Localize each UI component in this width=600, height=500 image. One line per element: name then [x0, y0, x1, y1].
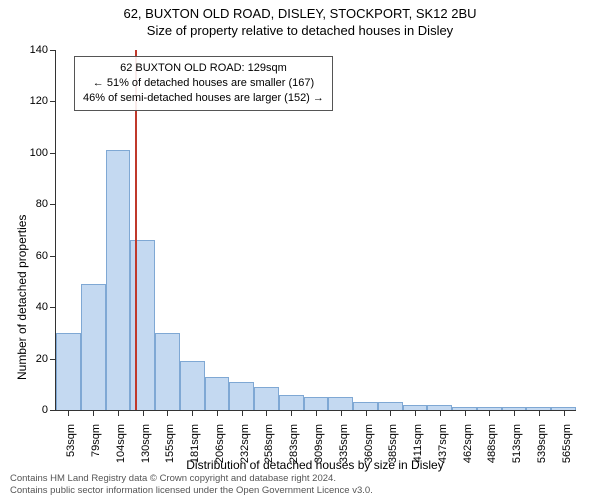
- histogram-bar: [106, 150, 131, 410]
- info-box-line: 46% of semi-detached houses are larger (…: [83, 91, 324, 106]
- y-tick: [50, 204, 56, 205]
- x-tick: [390, 410, 391, 416]
- histogram-bar: [155, 333, 180, 410]
- y-tick: [50, 101, 56, 102]
- x-tick-label: 565sqm: [561, 424, 573, 463]
- plot-region: 62 BUXTON OLD ROAD: 129sqm← 51% of detac…: [55, 50, 576, 411]
- x-tick: [415, 410, 416, 416]
- histogram-bar: [378, 402, 403, 410]
- y-tick: [50, 50, 56, 51]
- x-tick: [93, 410, 94, 416]
- chart-title-sub: Size of property relative to detached ho…: [0, 21, 600, 38]
- x-tick: [489, 410, 490, 416]
- histogram-bar: [229, 382, 254, 410]
- x-tick-label: 181sqm: [189, 424, 201, 463]
- chart-title-main: 62, BUXTON OLD ROAD, DISLEY, STOCKPORT, …: [0, 0, 600, 21]
- y-tick-label: 100: [18, 147, 48, 159]
- x-tick-label: 206sqm: [214, 424, 226, 463]
- x-tick-label: 258sqm: [263, 424, 275, 463]
- x-tick: [341, 410, 342, 416]
- x-tick-label: 130sqm: [140, 424, 152, 463]
- histogram-bar: [279, 395, 304, 410]
- x-tick-label: 513sqm: [511, 424, 523, 463]
- info-box-line: ← 51% of detached houses are smaller (16…: [83, 76, 324, 91]
- x-tick-label: 104sqm: [115, 424, 127, 463]
- x-tick: [465, 410, 466, 416]
- x-tick: [564, 410, 565, 416]
- x-tick: [291, 410, 292, 416]
- x-tick-label: 437sqm: [437, 424, 449, 463]
- y-tick: [50, 153, 56, 154]
- y-tick-label: 0: [18, 404, 48, 416]
- info-box: 62 BUXTON OLD ROAD: 129sqm← 51% of detac…: [74, 56, 333, 111]
- y-tick-label: 80: [18, 198, 48, 210]
- histogram-bar: [81, 284, 106, 410]
- y-tick: [50, 410, 56, 411]
- footer-attribution: Contains HM Land Registry data © Crown c…: [10, 473, 373, 497]
- x-tick-label: 360sqm: [363, 424, 375, 463]
- x-tick-label: 539sqm: [536, 424, 548, 463]
- x-tick: [316, 410, 317, 416]
- x-tick-label: 385sqm: [387, 424, 399, 463]
- x-tick: [242, 410, 243, 416]
- x-tick-label: 335sqm: [338, 424, 350, 463]
- x-tick-label: 411sqm: [412, 424, 424, 462]
- y-tick-label: 140: [18, 44, 48, 56]
- x-tick: [118, 410, 119, 416]
- x-tick-label: 462sqm: [462, 424, 474, 463]
- x-tick: [192, 410, 193, 416]
- footer-line-2: Contains public sector information licen…: [10, 485, 373, 497]
- chart-area: 62 BUXTON OLD ROAD: 129sqm← 51% of detac…: [55, 50, 575, 410]
- histogram-bar: [254, 387, 279, 410]
- y-tick: [50, 307, 56, 308]
- histogram-bar: [180, 361, 205, 410]
- x-tick-label: 488sqm: [486, 424, 498, 463]
- histogram-bar: [205, 377, 230, 410]
- x-tick-label: 155sqm: [164, 424, 176, 463]
- footer-line-1: Contains HM Land Registry data © Crown c…: [10, 473, 373, 485]
- histogram-bar: [328, 397, 353, 410]
- y-tick: [50, 256, 56, 257]
- x-tick: [440, 410, 441, 416]
- histogram-bar: [353, 402, 378, 410]
- x-tick-label: 309sqm: [313, 424, 325, 463]
- x-tick: [217, 410, 218, 416]
- y-tick-label: 60: [18, 250, 48, 262]
- info-box-line: 62 BUXTON OLD ROAD: 129sqm: [83, 61, 324, 76]
- x-tick: [68, 410, 69, 416]
- histogram-bar: [130, 240, 155, 410]
- y-tick-label: 40: [18, 301, 48, 313]
- x-tick: [514, 410, 515, 416]
- x-tick: [266, 410, 267, 416]
- x-tick: [167, 410, 168, 416]
- x-tick: [539, 410, 540, 416]
- histogram-bar: [56, 333, 81, 410]
- histogram-bar: [304, 397, 329, 410]
- y-tick-label: 20: [18, 353, 48, 365]
- x-tick: [143, 410, 144, 416]
- x-tick: [366, 410, 367, 416]
- x-tick-label: 283sqm: [288, 424, 300, 463]
- x-tick-label: 79sqm: [90, 424, 102, 457]
- x-tick-label: 232sqm: [239, 424, 251, 463]
- y-tick-label: 120: [18, 95, 48, 107]
- x-tick-label: 53sqm: [65, 424, 77, 457]
